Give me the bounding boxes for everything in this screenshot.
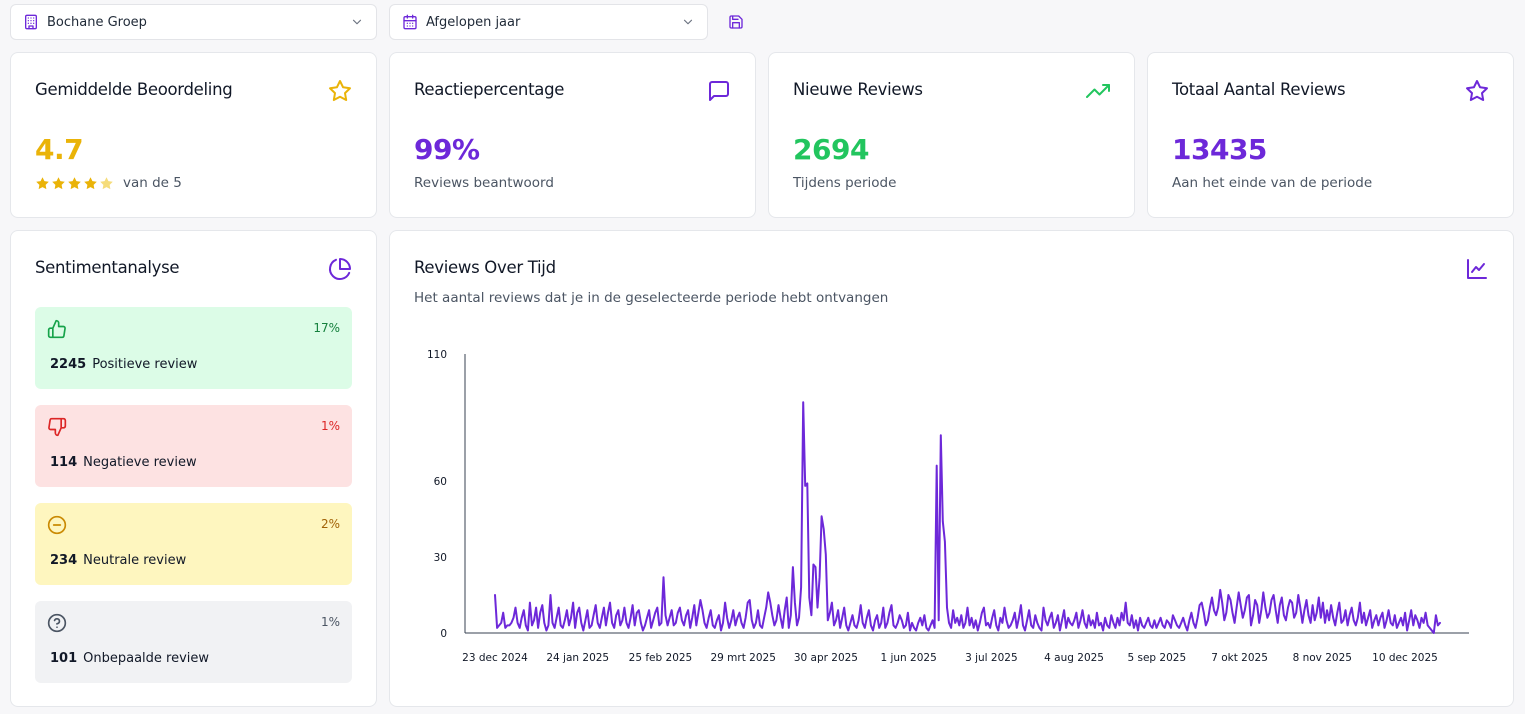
x-tick-label: 4 aug 2025 bbox=[1044, 652, 1104, 664]
response-title: Reactiepercentage bbox=[414, 80, 565, 99]
message-icon bbox=[709, 81, 729, 101]
total-reviews-value: 13435 bbox=[1172, 133, 1267, 166]
x-tick-label: 29 mrt 2025 bbox=[710, 652, 775, 664]
minus-circle-icon bbox=[47, 515, 67, 535]
reviews-over-time-subtitle: Het aantal reviews dat je in de geselect… bbox=[414, 290, 889, 306]
x-tick-label: 23 dec 2024 bbox=[462, 652, 528, 664]
chevron-down-icon bbox=[352, 19, 362, 25]
reviews-over-time-card: 0 30 60 110 23 dec 2024 24 jan 2025 25 feb 202… bbox=[389, 230, 1514, 707]
rating-title: Gemiddelde Beoordeling bbox=[35, 80, 233, 99]
rating-suffix: van de 5 bbox=[123, 175, 182, 191]
sentiment-positive-count: 2245 bbox=[50, 357, 87, 372]
chevron-down-icon bbox=[683, 19, 693, 25]
x-tick-label: 25 feb 2025 bbox=[629, 652, 693, 664]
sentiment-neutral: 2% 234 Neutrale review bbox=[35, 503, 352, 585]
star-icon bbox=[329, 80, 351, 102]
thumbs-down-icon bbox=[48, 417, 67, 437]
x-tick-label: 1 jun 2025 bbox=[880, 652, 936, 664]
star-filled-icon bbox=[36, 176, 49, 189]
x-tick-label: 10 dec 2025 bbox=[1372, 652, 1438, 664]
sentiment-neutral-count: 234 bbox=[50, 553, 78, 568]
star-partial-icon bbox=[100, 176, 113, 189]
reviews-over-time-title: Reviews Over Tijd bbox=[414, 258, 556, 277]
sentiment-positive-pct: 17% bbox=[313, 321, 340, 335]
sentiment-negative-count: 114 bbox=[50, 455, 78, 470]
new-reviews-card: Nieuwe Reviews 2694 Tijdens periode bbox=[768, 52, 1135, 218]
save-icon bbox=[729, 15, 743, 29]
thumbs-up-icon bbox=[47, 319, 66, 339]
period-select[interactable]: Afgelopen jaar bbox=[389, 4, 708, 40]
sentiment-undetermined-count: 101 bbox=[50, 651, 78, 666]
new-reviews-subtitle: Tijdens periode bbox=[793, 175, 897, 191]
response-subtitle: Reviews beantwoord bbox=[414, 175, 554, 191]
x-tick-label: 24 jan 2025 bbox=[546, 652, 609, 664]
sentiment-card: Sentimentanalyse 17% 2245 Positieve revie… bbox=[10, 230, 377, 707]
trending-up-icon bbox=[1086, 84, 1110, 98]
new-reviews-title: Nieuwe Reviews bbox=[793, 80, 923, 99]
star-filled-icon bbox=[52, 176, 65, 189]
y-tick-label: 30 bbox=[434, 552, 447, 564]
company-select[interactable]: Bochane Groep bbox=[10, 4, 377, 40]
sentiment-negative: 1% 114 Negatieve review bbox=[35, 405, 352, 487]
total-reviews-subtitle: Aan het einde van de periode bbox=[1172, 175, 1373, 191]
new-reviews-value: 2694 bbox=[793, 133, 869, 166]
x-tick-label: 3 jul 2025 bbox=[965, 652, 1018, 664]
sentiment-neutral-pct: 2% bbox=[320, 517, 340, 531]
line-chart-icon bbox=[1467, 259, 1487, 279]
company-select-value: Bochane Groep bbox=[47, 14, 147, 30]
total-reviews-card: Totaal Aantal Reviews 13435 Aan het eind… bbox=[1147, 52, 1514, 218]
rating-card: Gemiddelde Beoordeling 4.7 van de 5 bbox=[10, 52, 377, 218]
sentiment-positive-label: Positieve review bbox=[92, 357, 198, 372]
sentiment-neutral-label: Neutrale review bbox=[83, 553, 187, 568]
sentiment-undetermined: 1% 101 Onbepaalde review bbox=[35, 601, 352, 683]
sentiment-positive: 17% 2245 Positieve review bbox=[35, 307, 352, 389]
sentiment-negative-pct: 1% bbox=[320, 419, 340, 433]
y-tick-label: 0 bbox=[440, 628, 447, 640]
rating-stars: van de 5 bbox=[35, 175, 182, 191]
response-value: 99% bbox=[414, 133, 480, 166]
calendar-icon bbox=[403, 14, 417, 30]
reviews-line-chart: 0 30 60 110 23 dec 2024 24 jan 2025 25 feb 202… bbox=[427, 349, 1469, 664]
pie-chart-icon bbox=[329, 258, 351, 280]
y-tick-label: 110 bbox=[427, 349, 447, 361]
total-reviews-title: Totaal Aantal Reviews bbox=[1172, 80, 1346, 99]
y-tick-label: 60 bbox=[434, 476, 447, 488]
sentiment-undetermined-pct: 1% bbox=[320, 615, 340, 629]
star-filled-icon bbox=[84, 176, 97, 189]
x-tick-label: 8 nov 2025 bbox=[1293, 652, 1352, 664]
building-icon bbox=[25, 14, 37, 30]
star-icon bbox=[1466, 80, 1488, 102]
series-line-reviews bbox=[494, 401, 1441, 634]
help-circle-icon bbox=[47, 613, 67, 633]
x-tick-label: 7 okt 2025 bbox=[1211, 652, 1268, 664]
sentiment-title: Sentimentanalyse bbox=[35, 258, 180, 277]
sentiment-undetermined-label: Onbepaalde review bbox=[83, 651, 210, 666]
response-card: Reactiepercentage 99% Reviews beantwoord bbox=[389, 52, 756, 218]
x-tick-label: 5 sep 2025 bbox=[1127, 652, 1186, 664]
sentiment-negative-label: Negatieve review bbox=[83, 455, 197, 470]
rating-value: 4.7 bbox=[35, 133, 84, 166]
period-select-value: Afgelopen jaar bbox=[426, 14, 521, 30]
save-button[interactable] bbox=[724, 10, 748, 34]
x-tick-label: 30 apr 2025 bbox=[794, 652, 858, 664]
star-filled-icon bbox=[68, 176, 81, 189]
